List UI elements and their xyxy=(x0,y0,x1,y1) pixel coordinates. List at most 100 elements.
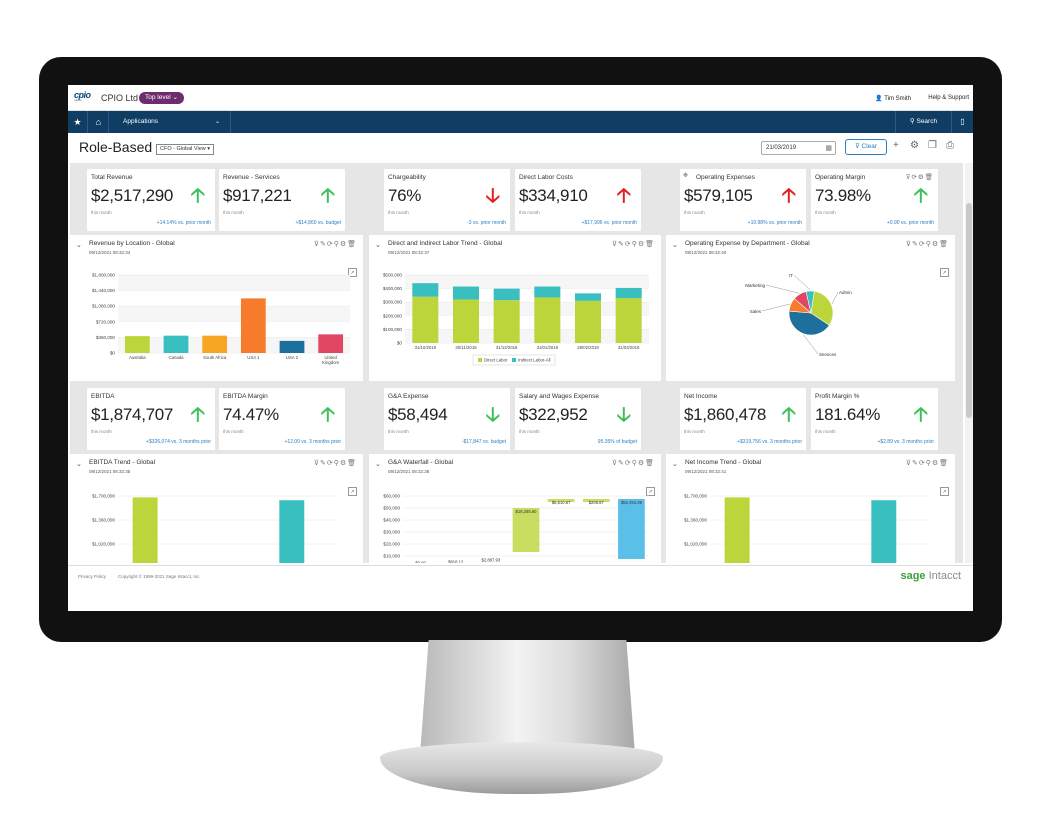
kpi-change[interactable]: +0.90 vs. prior month xyxy=(886,220,934,226)
bookmark-icon[interactable]: ▯ xyxy=(951,111,973,133)
arrow-up-icon: 🡡 xyxy=(913,404,928,426)
pie-label: Sales xyxy=(750,309,762,314)
home-icon[interactable]: ⌂ xyxy=(89,111,109,133)
search-button[interactable]: ⚲ Search xyxy=(895,111,951,133)
kpi-tools-icons[interactable]: ⊽⟳⚙🗑 xyxy=(905,174,934,181)
collapse-chevron-icon[interactable]: ⌄ xyxy=(375,461,381,468)
data-label: $52,494.39 xyxy=(621,500,643,505)
kpi-card[interactable]: Net Income $1,860,478 this month +$319,756 … xyxy=(680,388,806,450)
kpi-value: $2,517,290 xyxy=(91,186,174,205)
kpi-period: this month xyxy=(519,429,540,434)
panel-tools-icons[interactable]: ⊽✎⟳⚲⚙🗑 xyxy=(905,460,949,467)
as-of-date-field[interactable]: 21/03/2019 ▦ xyxy=(761,141,836,155)
kpi-card[interactable]: G&A Expense $58,494 this month -$17,847 vs.… xyxy=(384,388,510,450)
applications-menu[interactable]: Applications ⌄ xyxy=(111,111,231,133)
kpi-card[interactable]: Salary and Wages Expense $322,952 this mon… xyxy=(515,388,641,450)
waterfall-bar xyxy=(512,508,540,552)
kpi-card[interactable]: Operating Expenses ✥ $579,105 this month +10… xyxy=(680,169,806,231)
x-tick-label: USA 2 xyxy=(286,355,299,360)
stacked-bar-segment xyxy=(615,298,642,343)
help-support-link[interactable]: Help & Support xyxy=(928,95,969,101)
kpi-card[interactable]: Total Revenue $2,517,290 this month +14.14%… xyxy=(87,169,215,231)
collapse-chevron-icon[interactable]: ⌄ xyxy=(375,242,381,249)
kpi-change[interactable]: 95.35% of budget xyxy=(597,439,637,445)
data-label: $19,285.60 xyxy=(516,509,538,514)
privacy-policy-link[interactable]: Privacy Policy xyxy=(78,574,107,579)
clear-filter-button[interactable]: ⊽ Clear xyxy=(845,139,887,155)
stacked-bar-segment xyxy=(412,283,439,297)
waterfall-bar xyxy=(547,499,575,502)
kpi-title: Operating Margin xyxy=(815,174,866,181)
pie-leader-line xyxy=(831,291,839,304)
settings-gear-icon[interactable]: ⚙ xyxy=(910,140,919,151)
stacked-bar-segment xyxy=(493,300,520,343)
scrollbar-thumb[interactable] xyxy=(966,203,972,418)
kpi-card[interactable]: Chargeability 76% this month -3 vs. prior m… xyxy=(384,169,510,231)
kpi-card[interactable]: EBITDA $1,874,707 this month +$326,074 vs. … xyxy=(87,388,215,450)
collapse-chevron-icon[interactable]: ⌄ xyxy=(76,461,82,468)
export-icon[interactable]: ↗ xyxy=(940,487,949,496)
dashboard-view-select[interactable]: CFO - Global View ▾ xyxy=(156,144,215,155)
kpi-change[interactable]: +$17,996 vs. prior month xyxy=(581,220,637,226)
chart-panel: ⌄ Revenue by Location - Global 09/12/202… xyxy=(70,235,363,381)
kpi-card[interactable]: Operating Margin ⊽⟳⚙🗑 73.98% this month +0.9… xyxy=(811,169,938,231)
panel-timestamp: 09/12/2021 08:32:35 xyxy=(89,469,131,474)
arrow-up-icon: 🡡 xyxy=(616,185,631,207)
kpi-value: 76% xyxy=(388,186,422,205)
pie-slice xyxy=(810,290,834,326)
kpi-change[interactable]: +14.14% vs. prior month xyxy=(156,220,211,226)
panel-tools-icons[interactable]: ⊽✎⟳⚲⚙🗑 xyxy=(905,241,949,248)
kpi-change[interactable]: +12.00 vs. 3 months prior xyxy=(284,439,341,445)
panel-tools-icons[interactable]: ⊽✎⟳⚲⚙🗑 xyxy=(611,241,655,248)
user-icon: 👤 xyxy=(875,96,883,102)
kpi-change[interactable]: +$326,074 vs. 3 months prior xyxy=(146,439,211,445)
add-icon[interactable]: + xyxy=(893,140,899,151)
grid-band xyxy=(405,275,649,289)
stacked-bar-segment xyxy=(452,286,480,300)
panel-timestamp: 09/12/2021 08:32:38 xyxy=(388,469,430,474)
vertical-scrollbar[interactable] xyxy=(965,163,973,563)
panel-tools-icons[interactable]: ⊽✎⟳⚲⚙🗑 xyxy=(313,241,357,248)
print-icon[interactable]: ⎙ xyxy=(946,140,954,151)
y-tick-label: $1,080,000 xyxy=(92,304,115,309)
panel-title: Operating Expense by Department - Global xyxy=(685,240,810,247)
kpi-change[interactable]: +$2.89 vs. 3 months prior xyxy=(877,439,934,445)
collapse-chevron-icon[interactable]: ⌄ xyxy=(672,461,678,468)
drag-handle-icon[interactable]: ✥ xyxy=(683,173,689,179)
kpi-change[interactable]: +$319,756 vs. 3 months prior xyxy=(737,439,802,445)
export-icon[interactable]: ↗ xyxy=(646,487,655,496)
x-tick-label: Kingdom xyxy=(322,360,339,365)
kpi-change[interactable]: +10.98% vs. prior month xyxy=(747,220,802,226)
filter-icon: ⊽ xyxy=(854,143,860,150)
kpi-card[interactable]: Direct Labor Costs $334,910 this month +$17… xyxy=(515,169,641,231)
copy-icon[interactable]: ❐ xyxy=(928,140,937,151)
search-icon: ⚲ xyxy=(909,118,915,125)
kpi-card[interactable]: EBITDA Margin 74.47% this month +12.00 vs. … xyxy=(219,388,345,450)
user-menu[interactable]: 👤 Tim Smith xyxy=(875,96,911,102)
export-icon[interactable]: ↗ xyxy=(348,268,357,277)
kpi-period: this month xyxy=(91,210,112,215)
x-tick-label: 31/03/2019 xyxy=(618,345,640,350)
kpi-card[interactable]: Revenue - Services $917,221 this month +$14… xyxy=(219,169,345,231)
panel-tools-icons[interactable]: ⊽✎⟳⚲⚙🗑 xyxy=(313,460,357,467)
y-tick-label: $1,360,000 xyxy=(92,518,115,523)
bar xyxy=(163,335,189,353)
favorites-star-icon[interactable]: ★ xyxy=(68,111,88,133)
kpi-change[interactable]: -3 vs. prior month xyxy=(467,220,506,226)
export-icon[interactable]: ↗ xyxy=(348,487,357,496)
bar xyxy=(279,340,305,353)
entity-level-selector[interactable]: Top level ⌄ xyxy=(139,92,184,104)
kpi-change[interactable]: -$17,847 vs. budget xyxy=(461,439,506,445)
kpi-period: this month xyxy=(223,429,244,434)
waterfall-bar xyxy=(618,499,645,559)
bar xyxy=(279,500,305,563)
export-icon[interactable]: ↗ xyxy=(940,268,949,277)
panel-tools-icons[interactable]: ⊽✎⟳⚲⚙🗑 xyxy=(611,460,655,467)
arrow-up-icon: 🡡 xyxy=(781,404,796,426)
y-tick-label: $500,000 xyxy=(383,273,403,278)
collapse-chevron-icon[interactable]: ⌄ xyxy=(672,242,678,249)
collapse-chevron-icon[interactable]: ⌄ xyxy=(76,242,82,249)
kpi-card[interactable]: Profit Margin % 181.64% this month +$2.89 v… xyxy=(811,388,938,450)
calendar-icon[interactable]: ▦ xyxy=(825,145,832,152)
kpi-change[interactable]: +$14,860 vs. budget xyxy=(295,220,341,226)
